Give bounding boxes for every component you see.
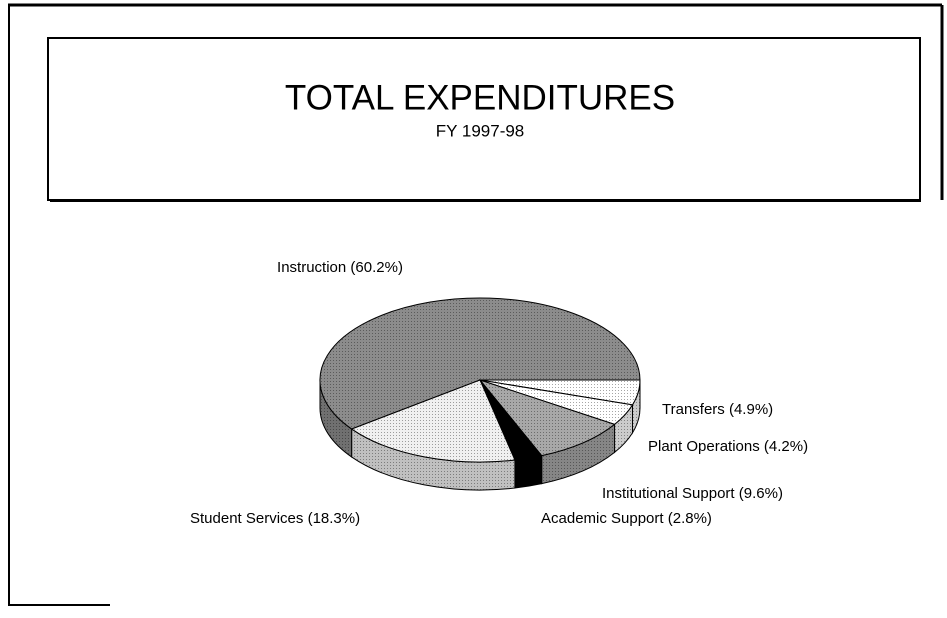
slice-texture — [480, 380, 633, 425]
slice-side-texture — [614, 404, 633, 453]
slice-side-texture — [514, 455, 542, 489]
value-label: (4.2%) — [764, 438, 808, 455]
slice-texture — [351, 380, 515, 462]
slice-label: Plant Operations (4.2%) — [648, 438, 808, 455]
slice-label: Instruction (60.2%) — [277, 259, 403, 276]
slice-label: Transfers (4.9%) — [662, 401, 773, 418]
slice-texture — [320, 298, 640, 430]
value-label: (4.9%) — [729, 401, 773, 418]
value-label: (18.3%) — [308, 510, 361, 527]
chart-subtitle: FY 1997-98 — [436, 121, 525, 140]
slice-texture — [480, 380, 542, 461]
chart-title: TOTAL EXPENDITURES — [285, 78, 675, 117]
slice-side-texture — [320, 380, 352, 458]
value-label: (2.8%) — [668, 510, 712, 527]
value-label: (60.2%) — [350, 259, 403, 276]
category-name: Instruction — [277, 259, 346, 276]
category-name: Transfers — [662, 401, 725, 418]
slice-label: Academic Support (2.8%) — [541, 510, 712, 527]
category-name: Institutional Support — [602, 485, 735, 502]
slice-label: Institutional Support (9.6%) — [602, 485, 783, 502]
category-name: Plant Operations — [648, 438, 760, 455]
category-name: Student Services — [190, 510, 303, 527]
slice-side-texture — [351, 429, 515, 490]
slice-side-texture — [541, 424, 615, 484]
category-name: Academic Support — [541, 510, 664, 527]
slice-label: Student Services (18.3%) — [190, 510, 360, 527]
page-frame — [8, 3, 944, 606]
slice-texture — [480, 380, 615, 456]
value-label: (9.6%) — [739, 485, 783, 502]
title-box — [47, 37, 921, 201]
